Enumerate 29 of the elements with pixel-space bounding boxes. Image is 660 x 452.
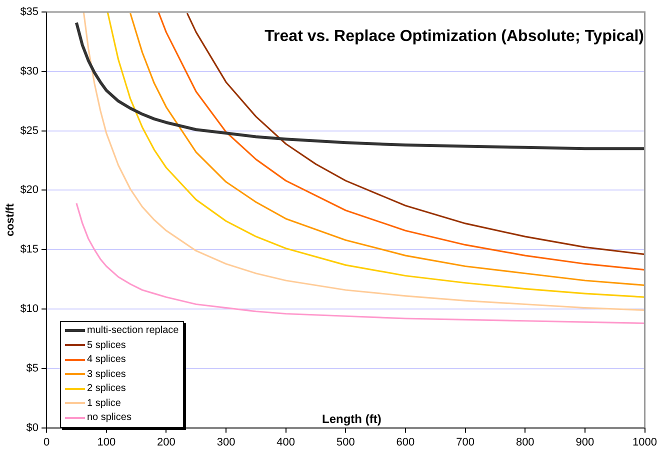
x-tick-label: 400 — [276, 436, 296, 448]
x-axis-title: Length (ft) — [322, 412, 382, 426]
x-tick-label: 700 — [456, 436, 474, 448]
x-tick-label: 300 — [216, 436, 236, 448]
legend-label: 5 splices — [86, 338, 127, 352]
x-tick-label: 200 — [157, 436, 176, 448]
y-tick-label: $0 — [26, 422, 39, 434]
y-tick-label: $5 — [26, 362, 39, 374]
x-tick-label: 600 — [396, 436, 415, 448]
legend-label: 2 splices — [86, 382, 127, 396]
y-tick-label: $20 — [20, 184, 39, 196]
legend-label: no splices — [86, 411, 132, 425]
x-tick-label: 100 — [97, 436, 116, 448]
legend-label: multi-section replace — [86, 324, 179, 338]
x-tick-label: 0 — [43, 436, 50, 448]
y-axis-title: cost/ft — [4, 203, 17, 236]
legend-label: 1 splice — [86, 396, 122, 410]
y-tick-label: $35 — [20, 6, 39, 18]
y-tick-label: $10 — [20, 303, 39, 316]
y-tick-label: $25 — [20, 124, 39, 137]
y-tick-label: $15 — [20, 244, 39, 256]
legend-label: 4 splices — [86, 353, 127, 367]
legend-label: 3 splices — [86, 368, 127, 382]
x-tick-label: 800 — [516, 436, 534, 448]
x-tick-label: 500 — [336, 436, 355, 448]
x-tick-label: 1000 — [632, 436, 658, 448]
y-tick-label: $30 — [20, 65, 39, 78]
text: Treat vs. Replace Optimization (Absolute; Typical) — [264, 28, 644, 46]
x-tick-label: 900 — [576, 436, 594, 448]
